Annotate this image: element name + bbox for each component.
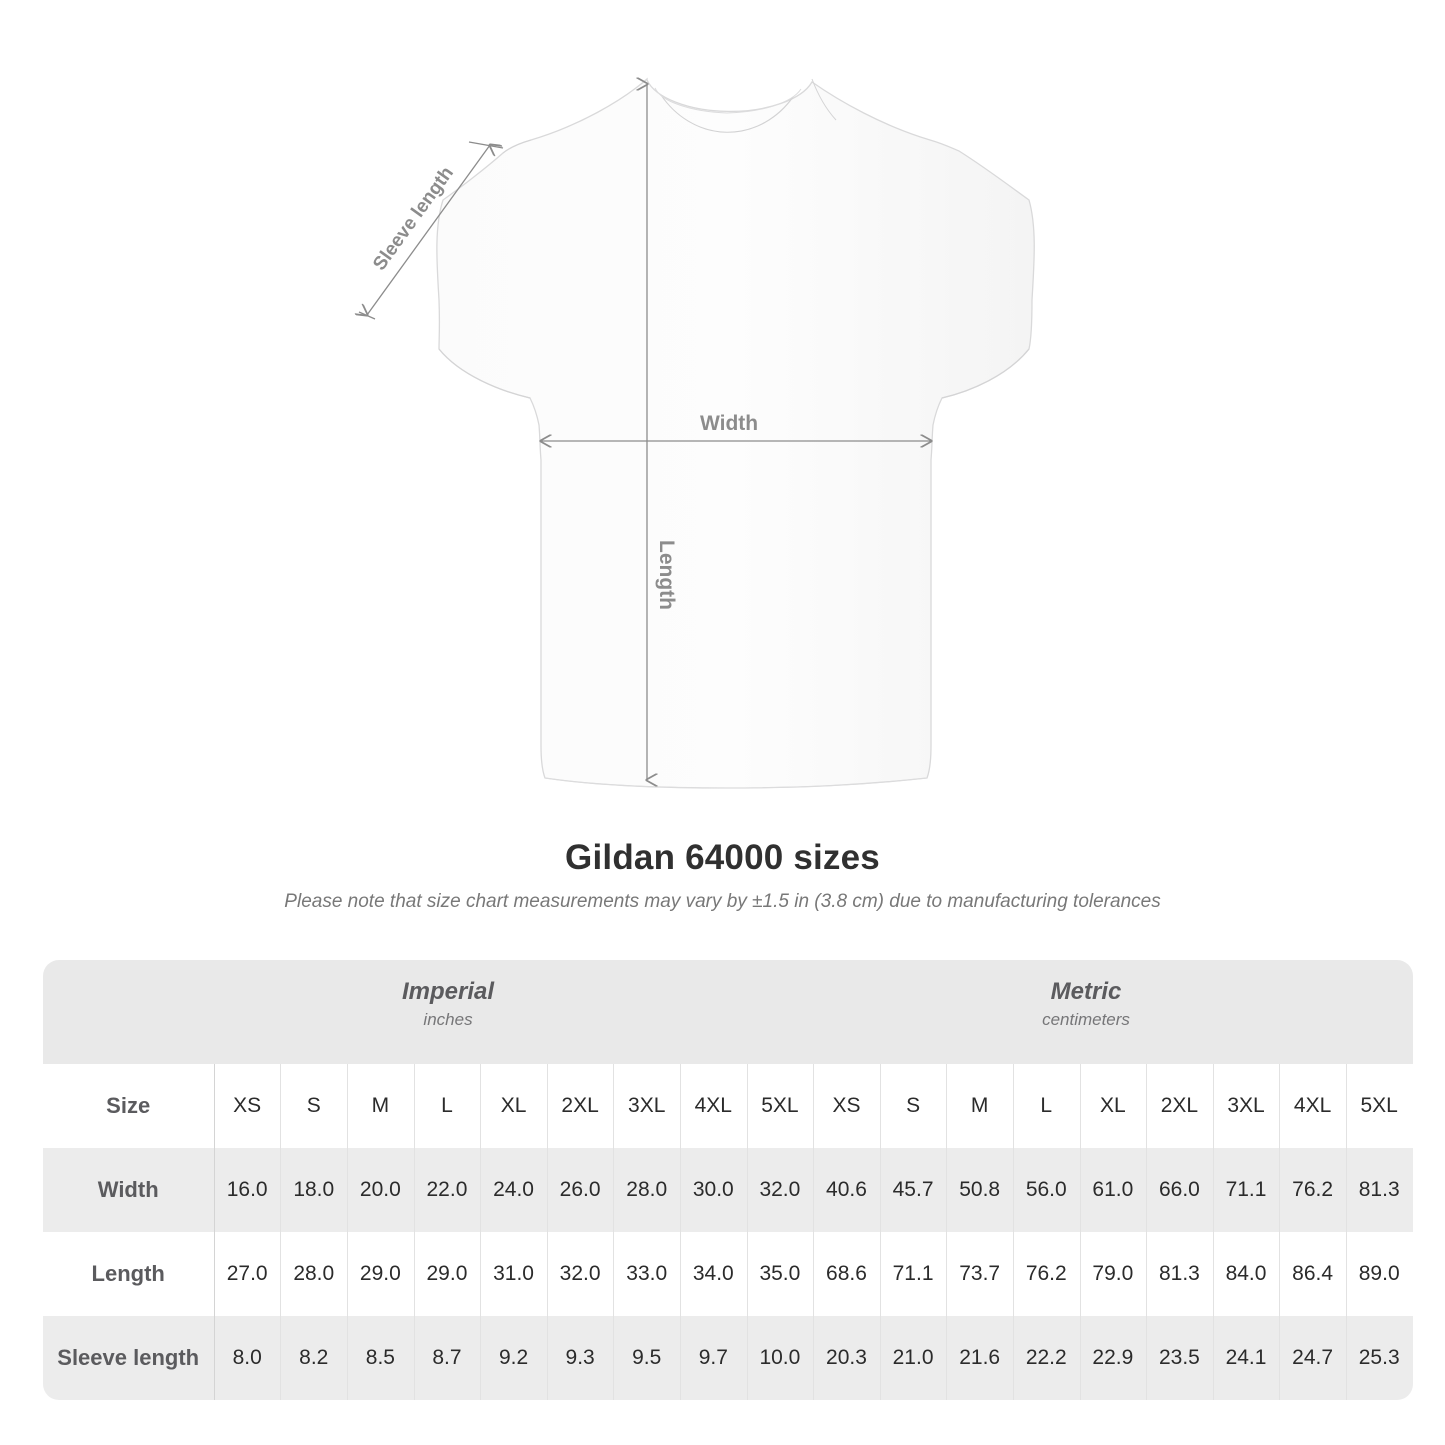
svg-text:Length: Length [655,540,678,610]
svg-text:Width: Width [700,412,758,435]
